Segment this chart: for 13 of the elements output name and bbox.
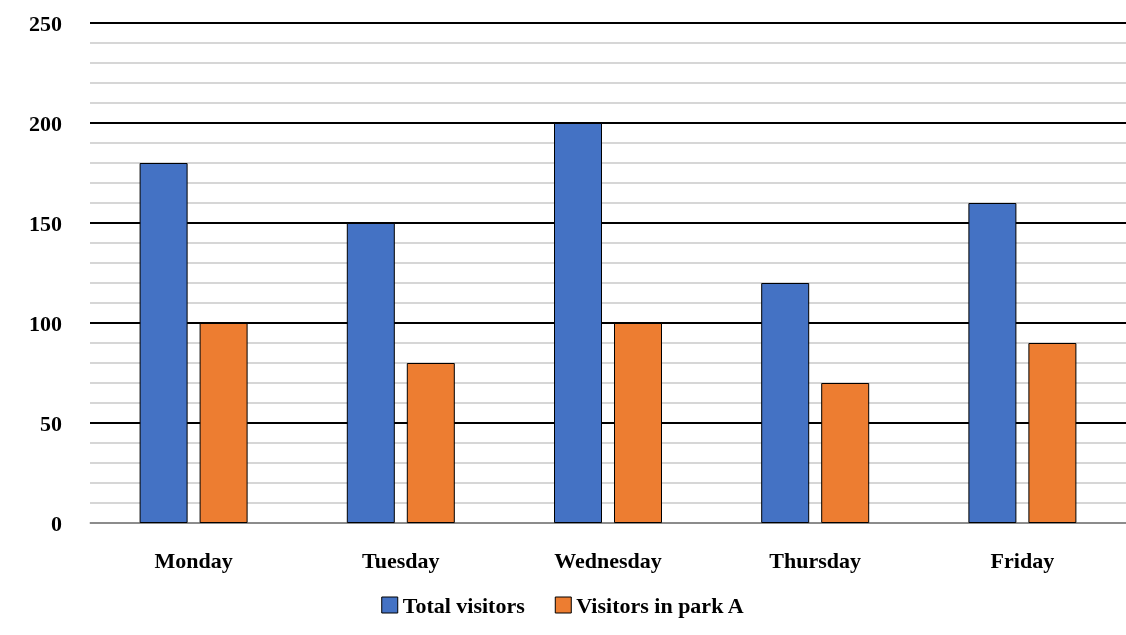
x-tick-label: Monday [154,547,233,573]
y-tick-label: 150 [29,210,62,236]
legend-label: Visitors in park A [576,592,744,618]
y-tick-label: 250 [29,10,62,36]
y-tick-label: 200 [29,110,62,136]
x-tick-label: Friday [990,547,1055,573]
legend-label: Total visitors [402,592,526,618]
y-tick-label: 50 [40,410,62,436]
y-tick-label: 100 [29,310,62,336]
x-tick-label: Tuesday [362,547,440,573]
x-tick-label: Wednesday [554,547,662,573]
x-tick-label: Thursday [769,547,862,573]
y-tick-label: 0 [51,510,62,536]
